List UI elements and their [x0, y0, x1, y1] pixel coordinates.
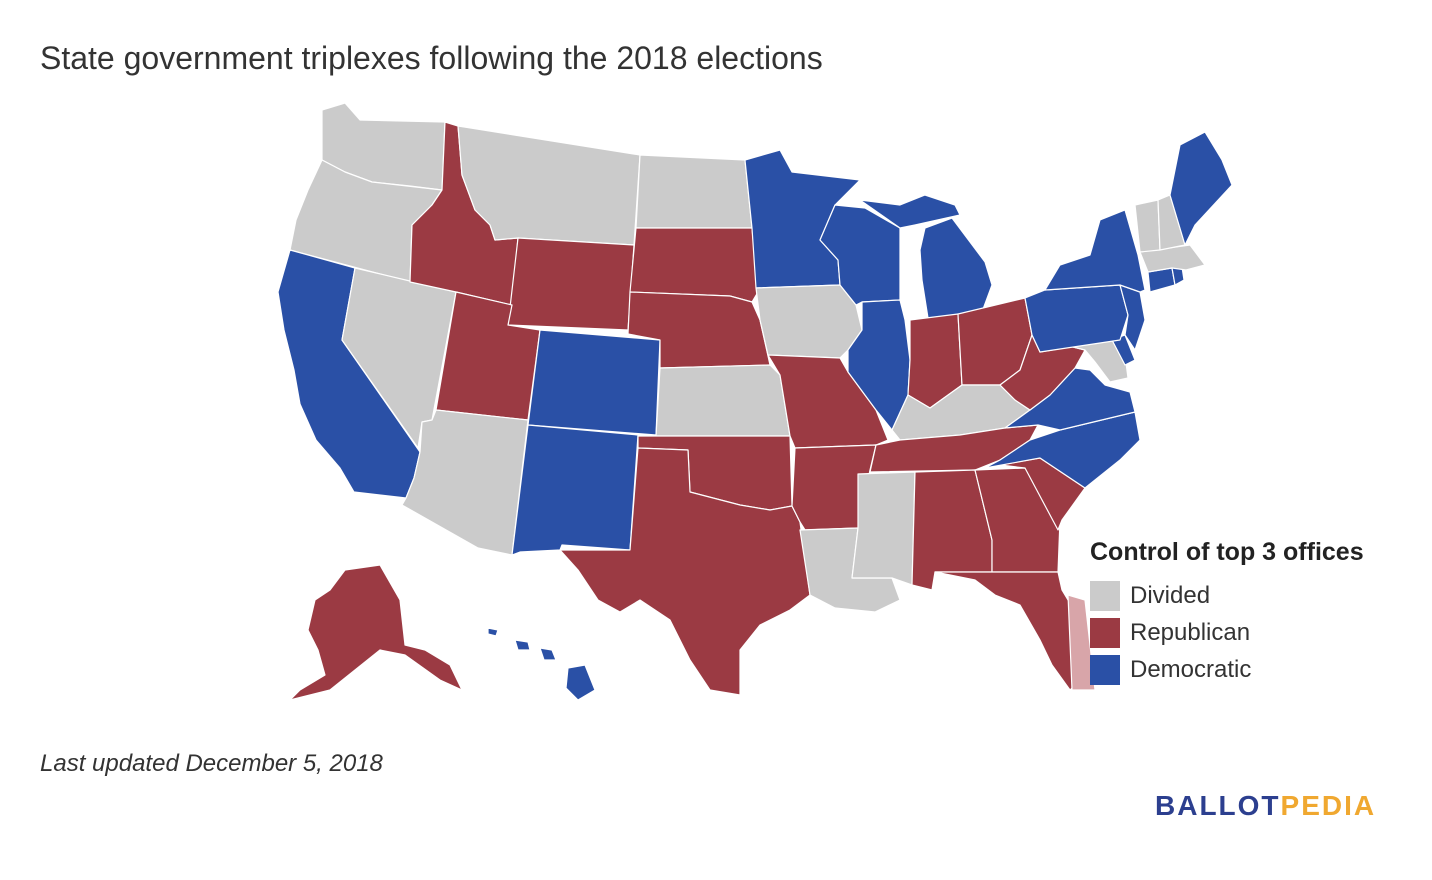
state-iowa	[755, 284, 863, 359]
state-tennessee	[869, 424, 1039, 473]
state-missouri	[767, 354, 889, 449]
state-north-dakota	[635, 154, 753, 229]
state-florida	[934, 571, 1089, 691]
state-new-york	[1044, 209, 1146, 293]
page-title: State government triplexes following the…	[40, 40, 823, 76]
state-colorado	[527, 329, 661, 436]
state-new-mexico	[511, 424, 639, 556]
state-hawaii	[487, 627, 596, 701]
ballotpedia-logo: BALLOTPEDIA	[1155, 790, 1376, 822]
state-north-carolina	[984, 411, 1141, 489]
legend-item-republican: Republican	[1090, 614, 1364, 651]
state-texas	[559, 447, 811, 696]
legend-label-republican: Republican	[1130, 618, 1251, 646]
state-south-dakota	[629, 227, 759, 303]
state-vermont	[1134, 199, 1161, 253]
legend-label-divided: Divided	[1130, 581, 1211, 609]
legend-title: Control of top 3 offices	[1090, 538, 1364, 566]
logo-part-ballot: BALLOT	[1155, 790, 1281, 821]
state-puerto-rico	[1067, 594, 1096, 691]
state-massachusetts	[1139, 244, 1206, 273]
state-alaska	[289, 564, 463, 701]
state-maine	[1169, 131, 1233, 246]
state-kansas	[655, 364, 791, 437]
state-mississippi	[851, 471, 916, 586]
legend: Control of top 3 offices Divided Republi…	[1090, 538, 1364, 688]
legend-label-democratic: Democratic	[1130, 655, 1252, 683]
state-wyoming	[507, 237, 635, 331]
legend-item-divided: Divided	[1090, 577, 1364, 614]
legend-swatch-divided	[1090, 580, 1120, 611]
legend-swatch-democratic	[1090, 654, 1120, 685]
legend-item-democratic: Democratic	[1090, 651, 1364, 688]
last-updated-note: Last updated December 5, 2018	[40, 750, 383, 777]
state-arizona	[401, 409, 529, 556]
logo-part-pedia: PEDIA	[1280, 790, 1377, 821]
legend-swatch-republican	[1090, 617, 1120, 648]
